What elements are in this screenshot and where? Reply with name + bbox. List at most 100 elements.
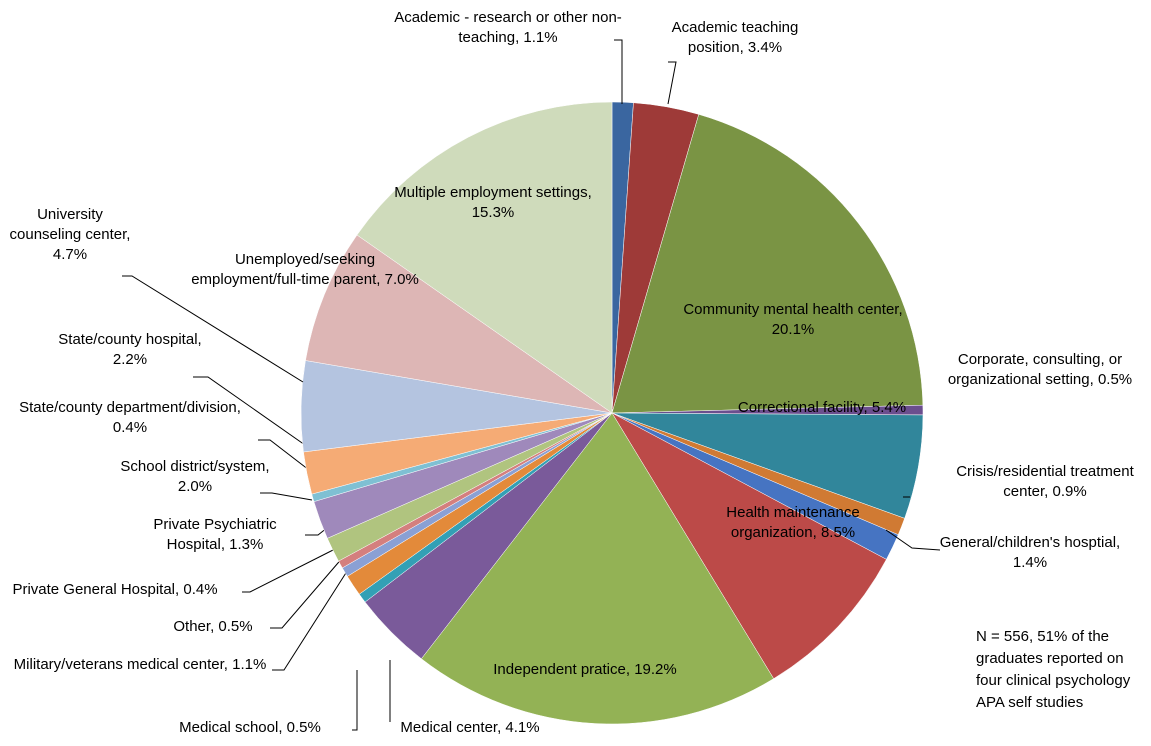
leader-line	[270, 555, 345, 629]
label-separator: ,	[515, 29, 524, 46]
label-separator: ,	[1044, 483, 1053, 500]
label-separator: ,	[497, 719, 506, 736]
label-separator: ,	[175, 581, 184, 598]
data-label: Medical school, 0.5%	[150, 718, 350, 738]
pie-slice	[611, 412, 887, 680]
leader-line	[260, 492, 313, 501]
category: Multiple employment settings	[394, 184, 588, 201]
value-label: 2.2%	[112, 351, 148, 368]
label-separator: ,	[278, 719, 287, 736]
value-label: 5.4%	[871, 399, 907, 416]
category: Correctional facility	[737, 399, 864, 416]
value-label: 20.1%	[771, 321, 815, 338]
label-separator: ,	[863, 399, 872, 416]
category: Community mental health center	[683, 301, 899, 318]
leader-line	[242, 546, 340, 593]
data-label: Medical center, 4.1%	[370, 718, 570, 738]
label-separator: ,	[236, 399, 246, 416]
value-label: 0.4%	[183, 581, 218, 598]
data-label: Academic teaching position, 3.4%	[650, 18, 820, 58]
label-separator: ,	[898, 301, 907, 318]
data-label: School district/system, 2.0%	[110, 457, 280, 497]
value-label: 1.4%	[1012, 554, 1048, 571]
category: Academic teaching position	[671, 19, 799, 56]
category: School district/system	[120, 458, 266, 475]
value-label: 19.2%	[634, 661, 677, 678]
category: Academic - research or other non-teachin…	[394, 9, 622, 46]
data-label: Corporate, consulting, or organizational…	[925, 350, 1151, 390]
value-label: 7.0%	[384, 271, 419, 288]
data-label: Private General Hospital, 0.4%	[0, 580, 230, 600]
label-separator: ,	[265, 458, 274, 475]
leader-line	[667, 61, 677, 105]
pie-slice	[421, 412, 775, 725]
value-label: 2.0%	[177, 478, 213, 495]
category: General/children's hosptial	[939, 534, 1117, 551]
value-label: 0.9%	[1052, 483, 1087, 500]
category: Health maintenance organization	[726, 504, 860, 541]
label-separator: ,	[376, 271, 385, 288]
label-separator: ,	[223, 656, 233, 673]
label-separator: ,	[587, 184, 596, 201]
value-label: 15.3%	[471, 204, 515, 221]
pie-slice	[305, 234, 613, 414]
category: State/county hospital	[58, 331, 198, 348]
value-label: 1.3%	[229, 536, 264, 553]
category: Independent pratice	[493, 661, 626, 678]
value-label: 0.4%	[112, 419, 148, 436]
data-label: General/children's hosptial, 1.4%	[930, 533, 1130, 573]
label-separator: ,	[739, 39, 748, 56]
data-label: University counseling center, 4.7%	[0, 205, 140, 265]
label-separator: ,	[210, 618, 219, 635]
data-label: Crisis/residential treatment center, 0.9…	[945, 462, 1145, 502]
data-label: Independent pratice, 19.2%	[475, 660, 695, 680]
data-label: Multiple employment settings, 15.3%	[383, 183, 603, 223]
label-separator: ,	[1089, 371, 1098, 388]
value-label: 8.5%	[820, 524, 856, 541]
value-label: 3.4%	[747, 39, 783, 56]
pie-slice	[611, 114, 924, 414]
leader-line	[885, 529, 941, 551]
category: Crisis/residential treatment center	[956, 463, 1134, 500]
leader-line	[122, 275, 304, 383]
category: Other	[173, 618, 211, 635]
leader-line	[272, 564, 352, 671]
category: Unemployed/seeking employment/full-time …	[191, 251, 377, 288]
category: Private General Hospital	[12, 581, 176, 598]
label-separator: ,	[625, 661, 635, 678]
label-separator: ,	[126, 226, 135, 243]
value-label: 0.5%	[218, 618, 253, 635]
label-separator: ,	[1116, 534, 1125, 551]
value-label: 1.1%	[232, 656, 267, 673]
data-label: Community mental health center, 20.1%	[663, 300, 923, 340]
value-label: 0.5%	[286, 719, 321, 736]
data-label: Unemployed/seeking employment/full-time …	[190, 250, 420, 290]
category: University counseling center	[9, 206, 127, 243]
note: N = 556, 51% of the graduates reported o…	[976, 628, 1131, 711]
value-label: 0.5%	[1097, 371, 1133, 388]
category: Medical center	[400, 719, 498, 736]
category: Corporate, consulting, or organizational…	[947, 351, 1123, 388]
data-label: Academic - research or other non-teachin…	[388, 8, 628, 48]
data-label: Military/veterans medical center, 1.1%	[10, 655, 270, 675]
data-label: Private Psychiatric Hospital, 1.3%	[125, 515, 305, 555]
leader-line	[352, 670, 358, 731]
label-separator: ,	[220, 536, 230, 553]
data-label: Correctional facility, 5.4%	[732, 398, 912, 418]
leader-line	[258, 439, 310, 471]
data-label: Health maintenance organization, 8.5%	[718, 503, 868, 543]
value-label: 4.7%	[52, 246, 88, 263]
leader-line	[614, 39, 623, 104]
data-label: State/county department/division, 0.4%	[5, 398, 255, 438]
leader-line	[193, 376, 306, 446]
label-separator: ,	[197, 331, 206, 348]
category: State/county department/division	[19, 399, 237, 416]
value-label: 4.1%	[505, 719, 540, 736]
category: Medical school	[179, 719, 279, 736]
data-label: Other, 0.5%	[158, 617, 268, 637]
label-separator: ,	[812, 524, 821, 541]
value-label: 1.1%	[523, 29, 558, 46]
pie-slice	[356, 101, 613, 414]
